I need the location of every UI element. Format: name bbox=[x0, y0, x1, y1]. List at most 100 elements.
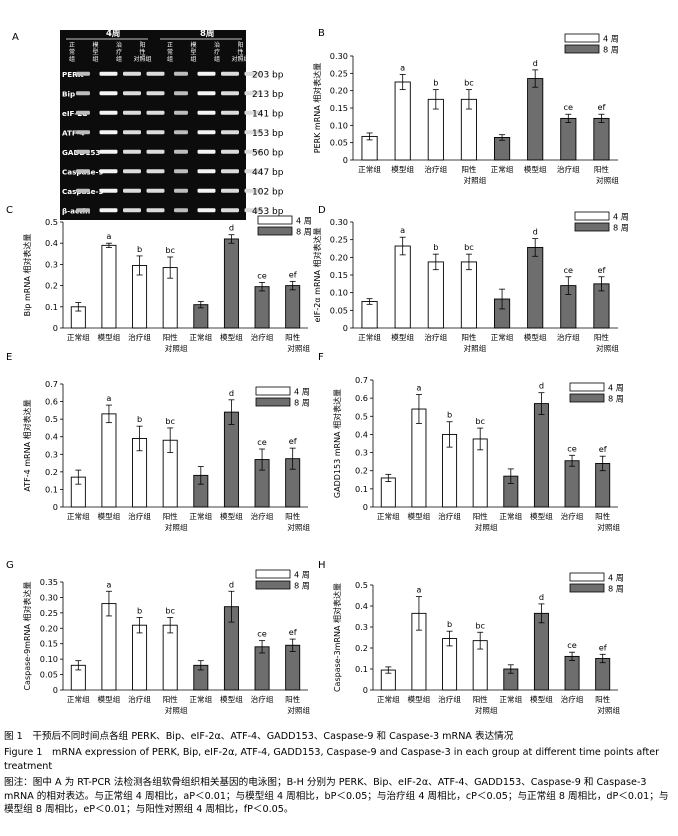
y-tick-label: 0.3 bbox=[355, 448, 368, 458]
significance-label: ef bbox=[289, 436, 298, 446]
bar-week8 bbox=[593, 117, 610, 161]
legend-label: 8 周 bbox=[294, 398, 310, 408]
gel-band bbox=[221, 169, 239, 174]
category-label: 模型组 bbox=[98, 511, 121, 521]
legend-swatch-week4 bbox=[255, 569, 291, 579]
category-label: 模型组 bbox=[391, 332, 414, 342]
y-tick-label: 0.05 bbox=[330, 305, 348, 315]
gel-band bbox=[174, 130, 188, 135]
bar-week8 bbox=[533, 403, 549, 508]
gel-size-label: 203 bp bbox=[252, 70, 284, 80]
bar-week4 bbox=[460, 261, 478, 329]
y-tick-label: 0.05 bbox=[40, 670, 58, 680]
y-axis-label: Caspase-9mRNA 相对表达量 bbox=[22, 581, 32, 690]
gel-band bbox=[99, 91, 118, 96]
category-label: 模型组 bbox=[524, 332, 547, 342]
gel-row-label: eIF-2α bbox=[62, 109, 87, 118]
chart-panel-D: D 0 0.05 0.10 0.15 0.20 0.25 0.30 eIF-2α mRNA 相对… bbox=[312, 205, 629, 353]
category-label: 对照组 bbox=[475, 705, 498, 715]
caption-note: 图注：图中 A 为 RT-PCR 法检测各组软骨组织相关基因的电泳图；B-H 分… bbox=[4, 777, 669, 815]
significance-label: d bbox=[229, 579, 234, 589]
category-label: 阳性 bbox=[163, 511, 179, 521]
gel-background bbox=[60, 30, 246, 220]
bar-week8 bbox=[254, 286, 270, 329]
y-tick-label: 0.6 bbox=[45, 397, 58, 407]
caption-cn-title: 图 1 干预后不同时间点各组 PERK、Bip、eIF-2α、ATF-4、GAD… bbox=[4, 731, 514, 742]
panel-label: E bbox=[6, 352, 12, 363]
bar-week8 bbox=[564, 655, 580, 691]
category-label: 阳性 bbox=[595, 511, 611, 521]
gel-band bbox=[197, 130, 216, 135]
gel-band bbox=[123, 169, 141, 174]
bar-week4 bbox=[394, 245, 411, 329]
significance-label: ef bbox=[597, 265, 606, 275]
category-label: 阳性 bbox=[595, 694, 611, 704]
significance-label: b bbox=[447, 410, 452, 420]
category-label: 治疗组 bbox=[251, 511, 274, 521]
y-tick-label: 0.25 bbox=[330, 235, 348, 245]
category-label: 治疗组 bbox=[251, 694, 274, 704]
gel-lane-header: 治 bbox=[214, 41, 220, 49]
y-axis-label: eIF-2α mRNA 相对表达量 bbox=[312, 227, 322, 322]
legend-label: 4 周 bbox=[608, 383, 624, 393]
y-tick-label: 0.2 bbox=[355, 466, 368, 476]
panel-label-A: A bbox=[12, 32, 19, 43]
y-axis-label: GADD153 mRNA 相对表达量 bbox=[332, 389, 342, 498]
legend-swatch-week8 bbox=[255, 397, 291, 407]
significance-label: b bbox=[137, 244, 142, 254]
y-tick-label: 0.1 bbox=[45, 484, 58, 494]
bar-week8 bbox=[527, 246, 544, 329]
significance-label: ef bbox=[599, 444, 608, 454]
gel-lane-header: 常 bbox=[167, 48, 173, 56]
significance-label: d bbox=[539, 592, 544, 602]
y-tick-label: 0.15 bbox=[330, 270, 348, 280]
significance-label: b bbox=[137, 414, 142, 424]
legend-swatch-week8 bbox=[574, 222, 610, 232]
gel-band bbox=[146, 91, 165, 96]
category-label: 阳性 bbox=[473, 511, 489, 521]
y-tick-label: 0.5 bbox=[355, 580, 368, 590]
significance-label: bc bbox=[165, 416, 175, 426]
category-label: 对照组 bbox=[287, 343, 310, 353]
gel-band bbox=[221, 149, 239, 154]
gel-band bbox=[123, 149, 141, 154]
gel-band bbox=[197, 149, 216, 154]
gel-size-label: 141 bp bbox=[252, 109, 284, 119]
significance-label: ef bbox=[597, 102, 606, 112]
category-label: 正常组 bbox=[67, 511, 90, 521]
category-label: 正常组 bbox=[189, 694, 212, 704]
gel-band bbox=[174, 71, 188, 76]
gel-lane-header: 疗 bbox=[214, 48, 220, 56]
y-tick-label: 0.2 bbox=[45, 467, 58, 477]
bar-week8 bbox=[285, 644, 301, 691]
gel-lane-header: 对照组 bbox=[133, 55, 151, 63]
category-label: 治疗组 bbox=[438, 511, 461, 521]
y-tick-label: 0.25 bbox=[330, 68, 348, 78]
category-label: 正常组 bbox=[67, 694, 90, 704]
gel-band bbox=[174, 188, 188, 193]
legend-label: 4 周 bbox=[294, 570, 310, 580]
gel-size-label: 153 bp bbox=[252, 129, 284, 139]
legend-swatch-week4 bbox=[257, 215, 293, 225]
gel-band bbox=[221, 208, 239, 213]
panel-label: D bbox=[318, 205, 326, 216]
gel-band bbox=[244, 71, 263, 76]
bar-week4 bbox=[427, 261, 444, 329]
y-tick-label: 0.5 bbox=[355, 411, 368, 421]
gel-row-label: Bip bbox=[62, 89, 75, 98]
category-label: 对照组 bbox=[597, 705, 620, 715]
gel-band bbox=[197, 208, 216, 213]
category-label: 对照组 bbox=[597, 522, 620, 532]
significance-label: a bbox=[416, 383, 421, 393]
bar-week8 bbox=[533, 612, 549, 691]
y-tick-label: 0.4 bbox=[45, 432, 58, 442]
y-tick-label: 0.4 bbox=[355, 429, 368, 439]
significance-label: bc bbox=[464, 78, 474, 88]
y-tick-label: 0.4 bbox=[355, 601, 368, 611]
gel-band bbox=[197, 91, 216, 96]
legend-swatch-week4 bbox=[569, 572, 605, 582]
gel-band bbox=[99, 130, 118, 135]
gel-band bbox=[76, 71, 90, 76]
significance-label: a bbox=[106, 393, 111, 403]
